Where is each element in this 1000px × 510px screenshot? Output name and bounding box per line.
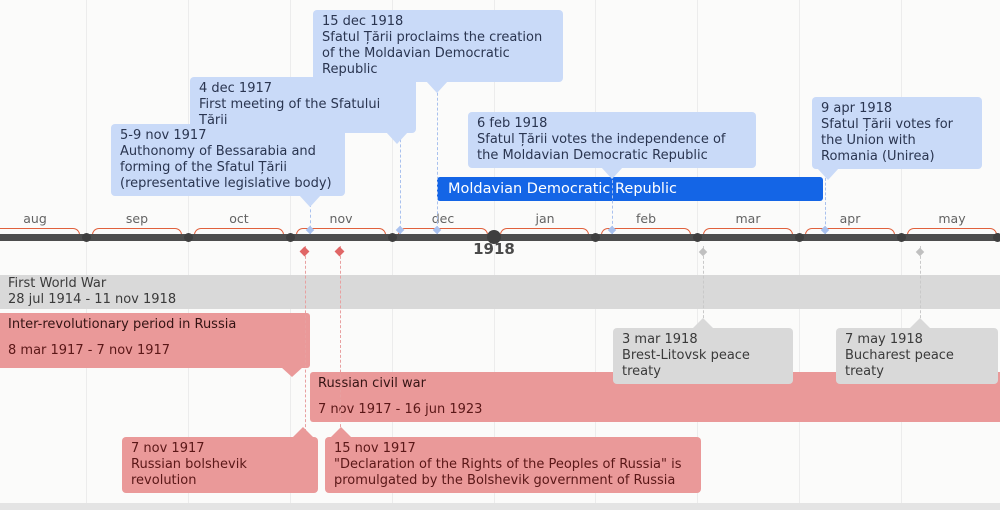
event-callout-bucharest: 7 may 1918 Bucharest peace treaty xyxy=(836,318,998,384)
pointer-up xyxy=(909,318,931,329)
month-bracket-aug xyxy=(0,228,80,238)
event-marker xyxy=(334,246,345,257)
pointer-up xyxy=(292,427,314,438)
month-bracket-apr xyxy=(805,228,895,238)
pointer-down xyxy=(299,195,321,207)
event-callout-bolshevik-revolution: 7 nov 1917 Russian bolshevik revolution xyxy=(122,427,318,493)
connector-brest-litovsk xyxy=(703,246,704,328)
month-label-mar: mar xyxy=(735,211,761,226)
event-text: Russian bolshevik revolution xyxy=(131,457,247,488)
connector-bucharest xyxy=(920,246,921,328)
pointer-up xyxy=(330,427,352,438)
event-callout-declaration: 15 nov 1917 "Declaration of the Rights o… xyxy=(325,427,701,493)
period-bar-moldavian-democratic-republic: Moldavian Democratic Republic xyxy=(437,177,823,201)
axis-dot xyxy=(286,233,295,242)
event-text: Sfatul Țării proclaims the creation of t… xyxy=(322,30,543,77)
event-callout-first-meeting: 4 dec 1917 First meeting of the Sfatului… xyxy=(190,77,416,144)
period-title: First World War xyxy=(8,276,107,291)
connector-declaration xyxy=(340,246,341,437)
axis-dot xyxy=(184,233,193,242)
event-marker xyxy=(915,247,925,257)
event-date: 6 feb 1918 xyxy=(477,116,548,131)
event-marker xyxy=(299,246,310,257)
event-text: Bucharest peace treaty xyxy=(845,348,954,379)
period-bar-first-world-war: First World War 28 jul 1914 - 11 nov 191… xyxy=(0,275,1000,309)
event-text: Brest-Litovsk peace treaty xyxy=(622,348,750,379)
connector-independence xyxy=(612,170,613,234)
event-date: 7 nov 1917 xyxy=(131,441,205,456)
axis-dot xyxy=(388,233,397,242)
event-date: 4 dec 1917 xyxy=(199,81,273,96)
period-title: Russian civil war xyxy=(318,376,426,391)
period-dates: 28 jul 1914 - 11 nov 1918 xyxy=(8,292,177,307)
grid-line xyxy=(86,0,87,503)
period-dates: 8 mar 1917 - 7 nov 1917 xyxy=(8,343,171,358)
pointer-down xyxy=(601,167,623,179)
event-date: 9 apr 1918 xyxy=(821,101,893,116)
event-marker xyxy=(698,247,708,257)
pointer-down xyxy=(426,81,448,93)
month-bracket-mar xyxy=(703,228,793,238)
axis-dot xyxy=(693,233,702,242)
axis-dot xyxy=(591,233,600,242)
axis-dot xyxy=(795,233,804,242)
grid-line xyxy=(188,0,189,503)
month-label-jan: jan xyxy=(535,211,555,226)
period-bar-inter-revolutionary: Inter-revolutionary period in Russia 8 m… xyxy=(0,313,310,377)
connector-proclamation xyxy=(437,73,438,234)
event-date: 5-9 nov 1917 xyxy=(120,128,207,143)
event-callout-autonomy: 5-9 nov 1917 Authonomy of Bessarabia and… xyxy=(111,124,345,207)
month-label-dec: dec xyxy=(431,211,455,226)
month-bracket-oct xyxy=(194,228,284,238)
month-label-aug: aug xyxy=(23,211,47,226)
event-callout-brest-litovsk: 3 mar 1918 Brest-Litovsk peace treaty xyxy=(613,318,793,384)
grid-line xyxy=(799,0,800,503)
month-bracket-sep xyxy=(92,228,182,238)
event-text: "Declaration of the Rights of the People… xyxy=(334,457,682,488)
month-label-apr: apr xyxy=(839,211,861,226)
event-date: 15 dec 1918 xyxy=(322,14,404,29)
year-label: 1918 xyxy=(473,240,515,258)
month-bracket-nov xyxy=(296,228,386,238)
grid-line xyxy=(290,0,291,503)
pointer-down xyxy=(817,168,839,180)
axis-year-dot xyxy=(487,230,501,244)
month-bracket-feb xyxy=(601,228,691,238)
pointer-up xyxy=(692,318,714,329)
connector-autonomy xyxy=(310,204,311,234)
month-label-feb: feb xyxy=(635,211,657,226)
period-bar-label: Moldavian Democratic Republic xyxy=(448,181,677,197)
event-date: 3 mar 1918 xyxy=(622,332,698,347)
month-label-oct: oct xyxy=(229,211,249,226)
pointer-down xyxy=(386,132,408,144)
event-text: Sfatul Țării votes for the Union with Ro… xyxy=(821,117,954,164)
event-date: 7 may 1918 xyxy=(845,332,923,347)
period-dates: 7 nov 1917 - 16 jun 1923 xyxy=(318,402,483,417)
grid-line xyxy=(595,0,596,503)
connector-first-meeting xyxy=(400,124,401,234)
period-title: Inter-revolutionary period in Russia xyxy=(8,317,237,332)
axis-dot xyxy=(993,233,1000,242)
connector-union xyxy=(825,173,826,234)
event-text: Sfatul Țării votes the independence of t… xyxy=(477,132,726,163)
pointer-down xyxy=(281,367,303,377)
connector-revolution xyxy=(305,246,306,437)
event-text: Authonomy of Bessarabia and forming of t… xyxy=(120,144,332,191)
event-callout-union: 9 apr 1918 Sfatul Țării votes for the Un… xyxy=(812,97,982,180)
month-label-sep: sep xyxy=(125,211,149,226)
month-label-may: may xyxy=(938,211,966,226)
month-bracket-jan xyxy=(500,228,589,238)
grid-line xyxy=(901,0,902,503)
event-callout-independence: 6 feb 1918 Sfatul Țării votes the indepe… xyxy=(468,112,756,179)
axis-dot xyxy=(82,233,91,242)
event-callout-proclamation: 15 dec 1918 Sfatul Țării proclaims the c… xyxy=(313,10,563,93)
grid-line xyxy=(697,0,698,503)
bottom-border-strip xyxy=(0,503,1000,510)
month-label-nov: nov xyxy=(329,211,353,226)
grid-line xyxy=(494,0,495,503)
grid-line xyxy=(392,0,393,503)
axis-dot xyxy=(897,233,906,242)
event-date: 15 nov 1917 xyxy=(334,441,416,456)
